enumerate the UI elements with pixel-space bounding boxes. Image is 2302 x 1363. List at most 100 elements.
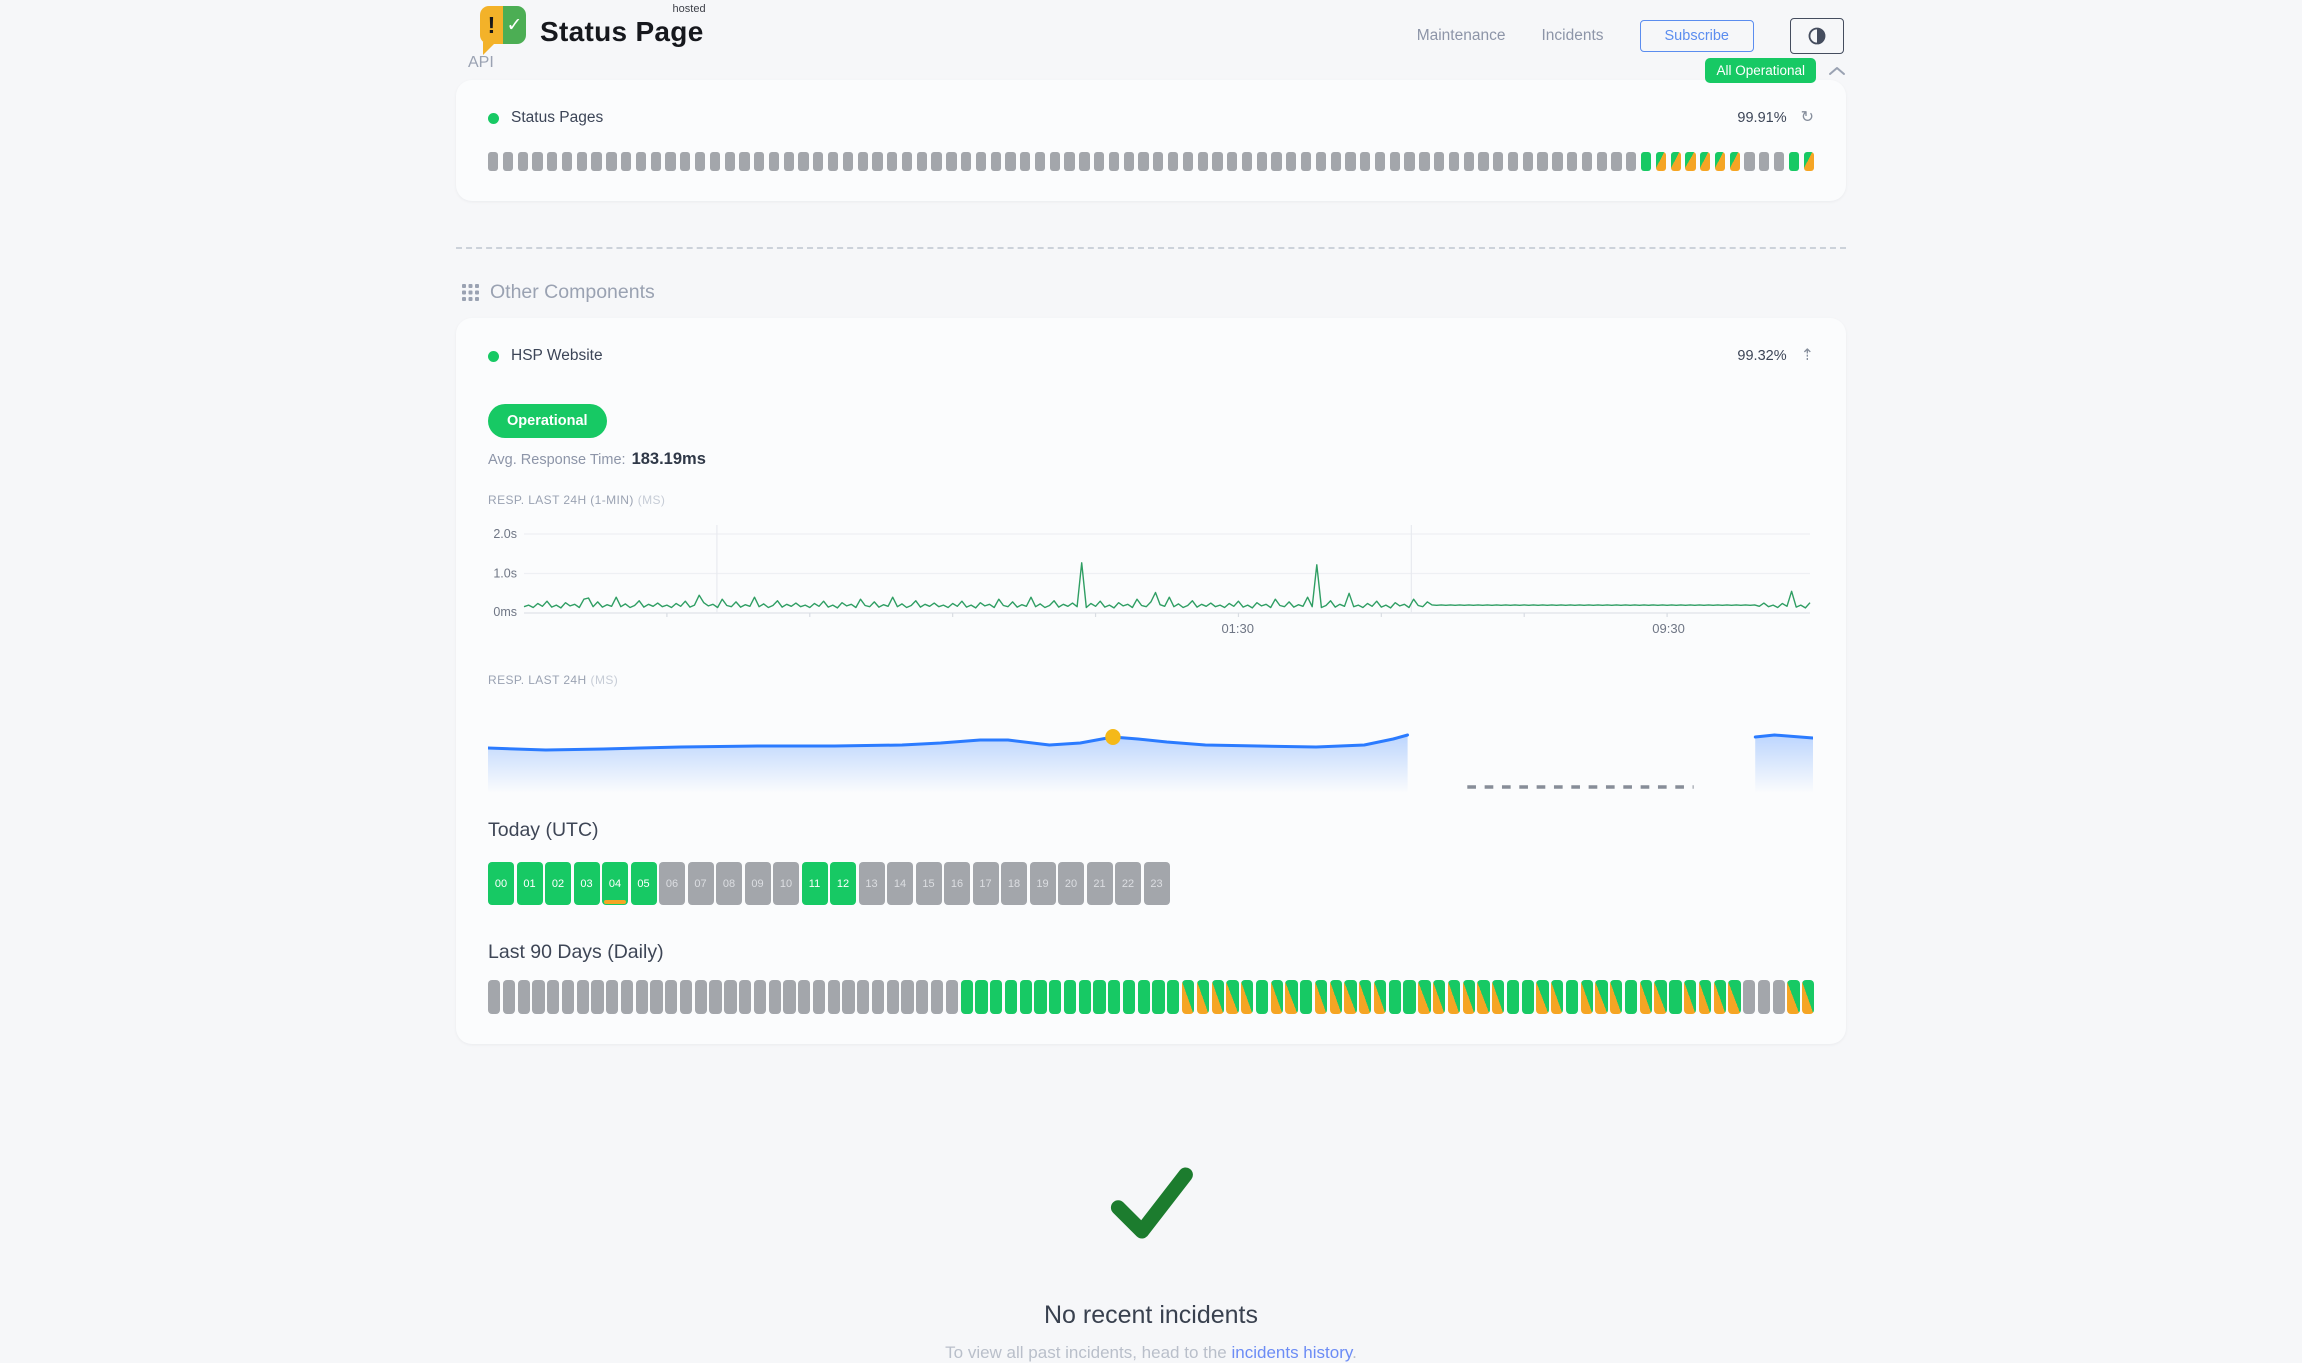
- uptime-bar-nodata: [532, 980, 545, 1014]
- uptime-bar-operational: [1063, 980, 1077, 1014]
- uptime-bar-nodata: [1020, 152, 1031, 171]
- uptime-bar-nodata: [1345, 152, 1356, 171]
- uptime-bar-nodata: [665, 152, 676, 171]
- uptime-bar-nodata: [635, 980, 648, 1014]
- section-title-other-components: Other Components: [462, 281, 1846, 304]
- last90-title: Last 90 Days (Daily): [488, 941, 664, 963]
- uptime-bar-degraded: [1462, 980, 1475, 1014]
- uptime-bar-nodata: [606, 980, 619, 1014]
- uptime-bar-nodata: [561, 980, 575, 1014]
- svg-text:0ms: 0ms: [493, 605, 517, 619]
- uptime-bar-nodata: [1034, 152, 1046, 171]
- uptime-bar-nodata: [1493, 152, 1504, 171]
- uptime-bar-nodata: [946, 152, 957, 171]
- refresh-icon[interactable]: ↻: [1800, 109, 1814, 126]
- uptime-bar-nodata: [1197, 152, 1208, 171]
- uptime-bar-nodata: [1227, 152, 1238, 171]
- uptime-bar-nodata: [1626, 152, 1637, 171]
- uptime-bar-degraded: [1536, 980, 1549, 1014]
- operational-badge: Operational: [488, 404, 607, 438]
- uptime-bar-nodata: [547, 152, 558, 171]
- uptime-bar-nodata: [591, 152, 602, 171]
- chevron-up-icon[interactable]: [1828, 66, 1846, 76]
- uptime-bar-nodata: [1419, 152, 1430, 171]
- uptime-bar-nodata: [842, 980, 855, 1014]
- nav: Maintenance Incidents Subscribe: [1417, 18, 1844, 54]
- uptime-bar-nodata: [1744, 152, 1755, 171]
- uptime-bar-nodata: [739, 980, 752, 1014]
- brand-name: Status Page: [540, 16, 704, 47]
- nav-maintenance[interactable]: Maintenance: [1416, 27, 1506, 44]
- uptime-bar-nodata: [1581, 152, 1593, 171]
- uptime-bar-degraded: [1595, 980, 1608, 1014]
- uptime-bar-degraded: [1655, 152, 1666, 171]
- alert-icon: !: [480, 6, 503, 44]
- uptime-bar-nodata: [753, 980, 767, 1014]
- uptime-bar-degraded: [1344, 980, 1357, 1014]
- uptime-bar-degraded: [1639, 980, 1652, 1014]
- uptime-bar-nodata: [1360, 152, 1371, 171]
- uptime-bar-operational: [1521, 980, 1534, 1014]
- uptime-bar-nodata: [930, 980, 944, 1014]
- uptime-bar-degraded: [1670, 152, 1681, 171]
- uptime-bar-nodata: [1182, 152, 1193, 171]
- uptime-bar-nodata: [532, 152, 543, 171]
- uptime-bar-nodata: [1611, 152, 1622, 171]
- uptime-bar-nodata: [591, 980, 604, 1014]
- uptime-bar-nodata: [1537, 152, 1548, 171]
- theme-toggle-button[interactable]: [1790, 18, 1844, 54]
- uptime-bar-operational: [960, 980, 973, 1014]
- response-time-line-chart: 2.0s 1.0s 0ms 01:30 09:30: [488, 517, 1814, 637]
- uptime-bar-degraded: [1181, 980, 1195, 1014]
- uptime-bar-degraded: [1373, 980, 1387, 1014]
- uptime-bar-nodata: [606, 152, 617, 171]
- uptime-bar-nodata: [798, 980, 811, 1014]
- uptime-bar-nodata: [709, 152, 720, 171]
- uptime-bar-degraded: [1359, 980, 1372, 1014]
- uptime-bar-nodata: [1123, 152, 1134, 171]
- today-title: Today (UTC): [488, 819, 599, 841]
- uptime-bar-nodata: [1404, 152, 1415, 171]
- uptime-bar-degraded: [1803, 152, 1814, 171]
- avg-response-label: Avg. Response Time:: [488, 452, 626, 468]
- subscribe-button[interactable]: Subscribe: [1639, 20, 1754, 52]
- uptime-bar-operational: [1640, 152, 1652, 171]
- status-page-logo-icon: ! ✓: [480, 6, 528, 56]
- uptime-bar-degraded: [1270, 980, 1283, 1014]
- overall-status-badge[interactable]: All Operational: [1705, 58, 1816, 83]
- uptime-bar-nodata: [1507, 152, 1519, 171]
- uptime-bar-nodata: [502, 980, 516, 1014]
- component-name: Status Pages: [511, 109, 604, 126]
- uptime-bar-nodata: [857, 152, 868, 171]
- incidents-history-link[interactable]: incidents history: [1231, 1343, 1353, 1362]
- uptime-bar-nodata: [1330, 152, 1341, 171]
- uptime-bar-nodata: [488, 152, 499, 171]
- uptime-bar-operational: [1093, 980, 1106, 1014]
- uptime-bar-nodata: [827, 152, 839, 171]
- uptime-bar-nodata: [1300, 152, 1312, 171]
- uptime-bar-operational: [1108, 980, 1121, 1014]
- uptime-bar-nodata: [945, 980, 958, 1014]
- uptime-bar-nodata: [1138, 152, 1149, 171]
- uptime-bar-nodata: [1759, 152, 1770, 171]
- uptime-bar-nodata: [1079, 152, 1090, 171]
- uptime-bar-nodata: [650, 152, 661, 171]
- uptime-bar-nodata: [1005, 152, 1016, 171]
- uptime-bar-nodata: [1773, 152, 1785, 171]
- svg-text:1.0s: 1.0s: [493, 567, 517, 581]
- uptime-bar-operational: [1167, 980, 1180, 1014]
- uptime-bar-operational: [1019, 980, 1032, 1014]
- collapse-arrow-icon[interactable]: ⇡: [1800, 347, 1814, 364]
- brand[interactable]: ! ✓ Status Page hosted: [480, 3, 706, 56]
- uptime-bar-nodata: [1108, 152, 1120, 171]
- uptime-bar-nodata: [916, 152, 927, 171]
- status-dot-green: [488, 350, 499, 362]
- nav-incidents[interactable]: Incidents: [1541, 27, 1604, 44]
- uptime-bar-nodata: [1286, 152, 1297, 171]
- uptime-bar-nodata: [901, 152, 913, 171]
- uptime-percent: 99.91%: [1737, 110, 1787, 126]
- uptime-bar-nodata: [1153, 152, 1164, 171]
- uptime-bar-operational: [1137, 980, 1150, 1014]
- uptime-bar-nodata: [1552, 152, 1563, 171]
- uptime-bar-nodata: [842, 152, 854, 171]
